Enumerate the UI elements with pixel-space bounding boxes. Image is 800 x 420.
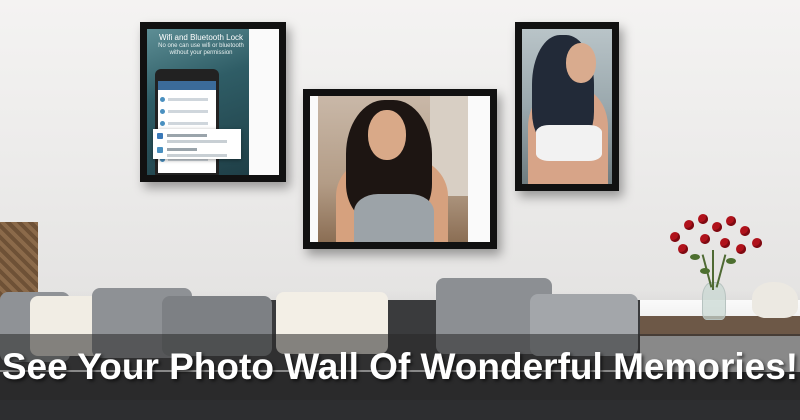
popup-line	[167, 154, 227, 157]
app-icon	[160, 97, 165, 102]
red-rose	[684, 220, 694, 230]
picture-frame-right	[515, 22, 619, 191]
picture-frame-left: Wifi and Bluetooth Lock No one can use w…	[140, 22, 286, 182]
red-rose	[740, 226, 750, 236]
headline-banner: See Your Photo Wall Of Wonderful Memorie…	[0, 334, 800, 400]
leaf	[690, 254, 700, 260]
list-row	[168, 158, 208, 161]
app-screenshot-photo: Wifi and Bluetooth Lock No one can use w…	[147, 29, 249, 175]
popup-line	[167, 134, 207, 137]
app-icon	[160, 157, 165, 162]
frame-mat	[522, 29, 612, 184]
red-rose	[752, 238, 762, 248]
person-face	[368, 110, 406, 160]
red-rose	[720, 238, 730, 248]
picture-frame-center	[303, 89, 497, 249]
red-rose	[698, 214, 708, 224]
decorative-skull	[752, 282, 798, 318]
frame-mat	[310, 96, 490, 242]
bluetooth-icon	[157, 133, 163, 139]
red-rose	[726, 216, 736, 226]
portrait-photo-right	[522, 29, 612, 184]
person-face	[566, 43, 596, 83]
phone-screen	[158, 81, 216, 173]
phone-app-bar	[158, 81, 216, 90]
red-rose	[678, 244, 688, 254]
headline-text: See Your Photo Wall Of Wonderful Memorie…	[1, 346, 799, 387]
person-top	[536, 125, 602, 161]
red-rose	[700, 234, 710, 244]
sideboard	[640, 316, 800, 336]
list-row	[168, 98, 208, 101]
list-row	[168, 110, 208, 113]
wicker-basket	[0, 222, 38, 302]
wifi-icon	[157, 147, 163, 153]
list-row	[168, 122, 208, 125]
phone-mockup	[155, 69, 219, 175]
frame-mat: Wifi and Bluetooth Lock No one can use w…	[147, 29, 279, 175]
glass-vase	[702, 282, 726, 320]
leaf	[700, 268, 710, 274]
lock-popup-card	[153, 129, 241, 159]
app-icon	[160, 121, 165, 126]
red-rose	[712, 222, 722, 232]
portrait-photo-center	[318, 96, 468, 242]
leaf	[726, 258, 736, 264]
popup-line	[167, 148, 197, 151]
red-rose	[670, 232, 680, 242]
red-rose	[736, 244, 746, 254]
app-title: Wifi and Bluetooth Lock	[158, 33, 244, 42]
app-icon	[160, 109, 165, 114]
flower-stem	[712, 250, 714, 290]
person-top	[354, 194, 434, 242]
app-subtitle: No one can use wifi or bluetooth without…	[158, 43, 244, 56]
popup-line	[167, 140, 227, 143]
